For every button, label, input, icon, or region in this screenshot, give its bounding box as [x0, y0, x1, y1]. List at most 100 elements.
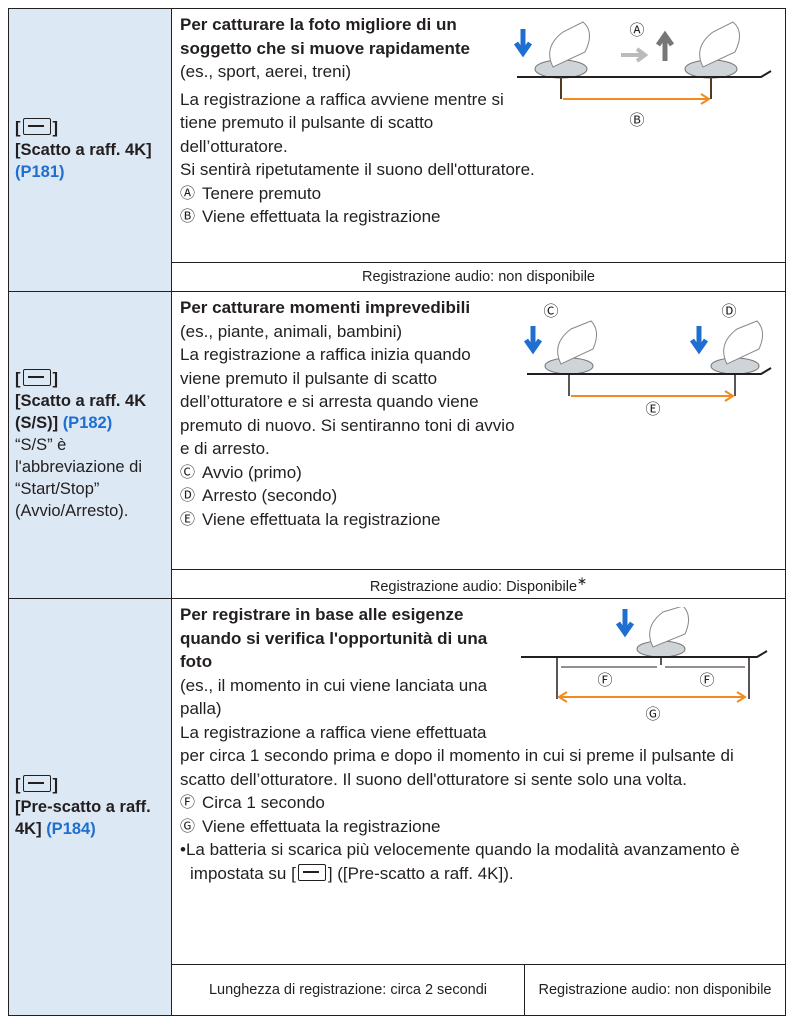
- diagram-mark: Ⓒ: [543, 303, 558, 320]
- text: Ⓔ: [180, 510, 196, 528]
- diagram-mark: Ⓑ: [629, 112, 644, 129]
- page-link[interactable]: (P184): [46, 820, 96, 838]
- shape: [523, 326, 543, 355]
- legend-item: Ⓐ Tenere premuto: [180, 182, 777, 206]
- shape: [556, 657, 750, 699]
- paragraph: Si sentirà ripetutamente il suono dell'o…: [180, 160, 535, 179]
- diagram-mark: Ⓕ: [699, 672, 714, 689]
- mode-table: [] [Scatto a raff. 4K] (P181) Ⓐ Ⓑ Per cat…: [8, 8, 786, 1016]
- text: Registrazione audio: Disponibile: [369, 578, 578, 595]
- page-link[interactable]: (P181): [15, 163, 65, 181]
- shape: [] [Scatto a raff. 4K (S/S)] (P182) “S/S” …: [8, 291, 786, 599]
- text: Ⓒ: [180, 463, 196, 481]
- text: Viene effettuata la registrazione: [202, 509, 441, 529]
- shape: [513, 29, 533, 58]
- text: Circa 1 secondo: [202, 793, 325, 812]
- heading: Per catturare momenti imprevedibili: [180, 298, 471, 317]
- example: (es., il momento in cui viene lanciata u…: [180, 675, 488, 719]
- text: Ⓑ: [180, 208, 196, 225]
- text: Tenere premuto: [202, 183, 322, 203]
- mode-icon: [22, 369, 51, 386]
- text: Ⓕ: [180, 794, 196, 811]
- heading: Per registrare in base alle esigenze qua…: [180, 605, 488, 671]
- example: (es., piante, animali, bambini): [180, 321, 403, 341]
- footnote-mark: ∗: [577, 573, 588, 588]
- audio-note: Registrazione audio: Disponibile∗: [171, 569, 786, 599]
- paragraph: La registrazione a raffica avviene mentr…: [180, 89, 504, 156]
- diagram-mark: Ⓓ: [721, 303, 736, 320]
- text: Ⓐ: [180, 184, 196, 202]
- diagram-mark: Ⓖ: [645, 706, 660, 723]
- shape: [557, 320, 597, 365]
- length-note: Lunghezza di registrazione: circa 2 seco…: [208, 981, 488, 998]
- shape: [615, 609, 635, 638]
- shape: [723, 320, 763, 365]
- mode-description: Ⓒ Ⓓ Ⓔ Per catturare momenti imprevedibil…: [171, 291, 786, 570]
- diagram-mark: Ⓕ: [597, 672, 612, 689]
- footer-cell: Lunghezza di registrazione: circa 2 seco…: [171, 964, 786, 1016]
- shape: Lunghezza di registrazione: circa 2 seco…: [9, 964, 786, 1016]
- text: Ⓖ: [180, 817, 196, 835]
- shape: [] [Scatto a raff. 4K] (P181) Ⓐ Ⓑ Per cat…: [8, 8, 786, 292]
- mode-name: [Scatto a raff. 4K (S/S)]: [15, 392, 147, 432]
- text: Viene effettuata la registrazione: [202, 207, 441, 226]
- legend-item: Ⓔ Viene effettuata la registrazione: [180, 508, 777, 532]
- text: Arresto (secondo): [202, 486, 338, 505]
- note: “S/S” è l'abbreviazione di “Start/Stop” …: [15, 436, 142, 520]
- mode-icon: [297, 863, 326, 881]
- text: ] ([Pre-scatto a raff. 4K]).: [327, 863, 514, 883]
- shape: [689, 326, 709, 355]
- shape: Lunghezza di registrazione: circa 2 seco…: [172, 965, 785, 1015]
- mode-icon: [22, 775, 51, 792]
- diagram: Ⓐ Ⓑ: [513, 21, 772, 129]
- text: •: [180, 840, 186, 859]
- footer-table: Lunghezza di registrazione: circa 2 seco…: [172, 965, 785, 1015]
- page-link[interactable]: (P182): [62, 414, 113, 432]
- shape: [] [Scatto a raff. 4K] (P181) Ⓐ Ⓑ Per cat…: [8, 8, 786, 1016]
- text: La batteria si scarica più velocemente q…: [185, 840, 740, 883]
- shape: [] [Pre-scatto a raff. 4K] (P184) Ⓕ Ⓕ Ⓖ P…: [8, 598, 786, 1016]
- shape: [560, 77, 712, 99]
- shape: [568, 374, 736, 396]
- legend-item: Ⓓ Arresto (secondo): [180, 484, 777, 508]
- text: Viene effettuata la registrazione: [202, 816, 441, 836]
- shape: [571, 390, 735, 402]
- diagram-mark: Ⓐ: [629, 22, 644, 39]
- bullet: •La batteria si scarica più velocemente …: [180, 838, 777, 885]
- shape: Lunghezza di registrazione: circa 2 seco…: [172, 965, 785, 1015]
- shape: [655, 30, 675, 61]
- mode-description: Ⓐ Ⓑ Per catturare la foto migliore di un…: [171, 8, 786, 263]
- legend-item: Ⓑ Viene effettuata la registrazione: [180, 205, 777, 229]
- audio-note: Registrazione audio: non disponibile: [524, 965, 785, 1015]
- shape: [560, 77, 712, 105]
- shape: [521, 650, 768, 658]
- paragraph: La registrazione a raffica inizia quando…: [180, 345, 515, 458]
- mode-label: [] [Pre-scatto a raff. 4K] (P184): [8, 598, 172, 1016]
- shape: [699, 21, 740, 68]
- example: (es., sport, aerei, treni): [180, 62, 352, 81]
- legend-item: Ⓕ Circa 1 secondo: [180, 791, 777, 815]
- mode-name: [Pre-scatto a raff. 4K]: [15, 798, 151, 838]
- text: Avvio (primo): [202, 462, 302, 482]
- mode-label: [] [Scatto a raff. 4K] (P181): [8, 8, 172, 292]
- paragraph: La registrazione a raffica viene effettu…: [180, 722, 734, 789]
- text: Ⓓ: [180, 487, 196, 504]
- shape: [557, 691, 747, 703]
- shape: [527, 367, 772, 375]
- shape: [517, 70, 772, 78]
- audio-note: Registrazione audio: non disponibile: [171, 262, 786, 292]
- mode-name: [Scatto a raff. 4K]: [15, 141, 152, 159]
- shape: [649, 607, 689, 648]
- legend-item: Ⓖ Viene effettuata la registrazione: [180, 815, 777, 839]
- diagram-mark: Ⓔ: [645, 401, 660, 418]
- mode-description: Ⓕ Ⓕ Ⓖ Per registrare in base alle esigen…: [171, 598, 786, 965]
- diagram: Ⓒ Ⓓ Ⓔ: [523, 303, 772, 418]
- diagram: Ⓕ Ⓕ Ⓖ: [521, 607, 768, 723]
- legend-item: Ⓒ Avvio (primo): [180, 461, 777, 485]
- heading: Per catturare la foto migliore di un sog…: [180, 15, 471, 58]
- shape: Registrazione audio: Disponibile∗: [9, 569, 786, 599]
- mode-icon: [22, 118, 51, 135]
- shape: [549, 21, 590, 68]
